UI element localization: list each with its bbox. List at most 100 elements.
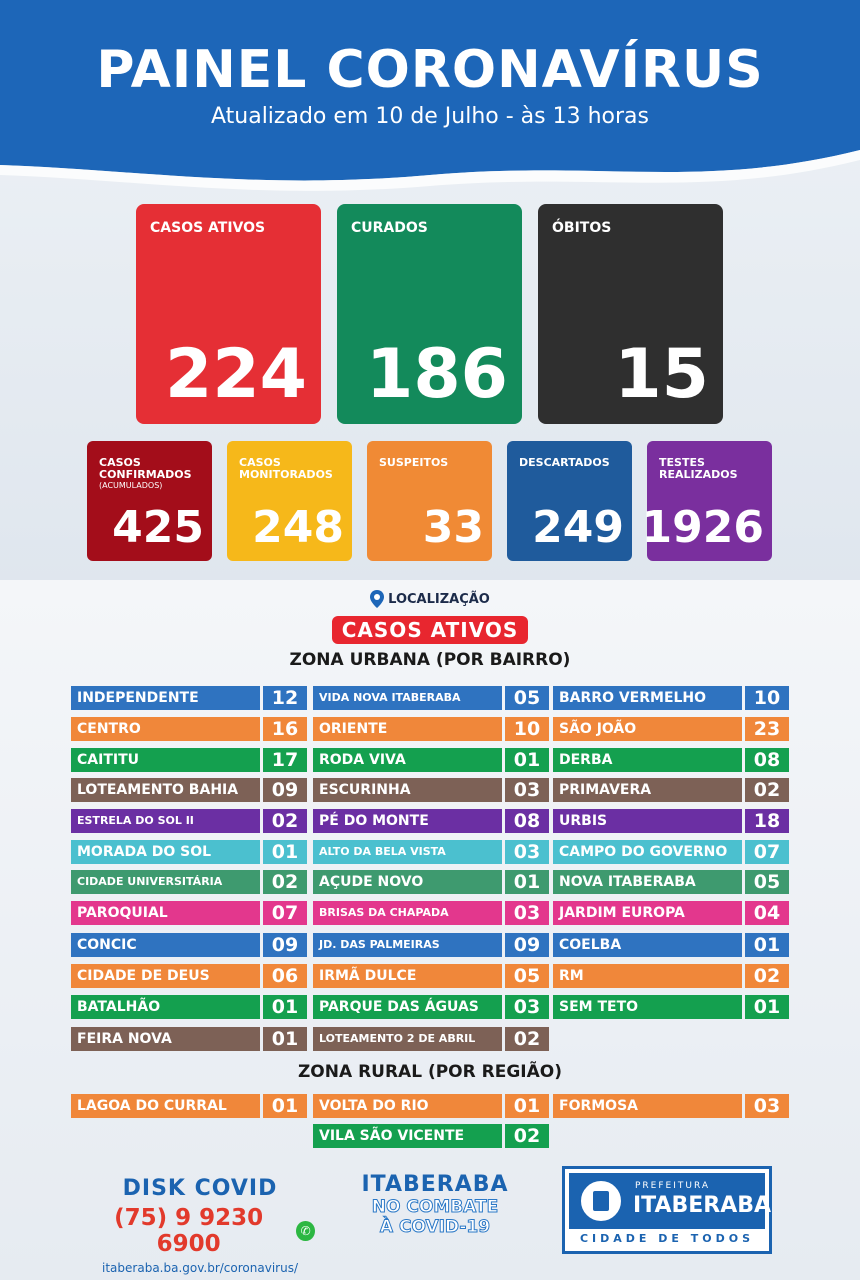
- neighborhood-name: VILA SÃO VICENTE: [313, 1124, 502, 1148]
- logo-prefix: PREFEITURA: [635, 1181, 711, 1191]
- list-item: AÇUDE NOVO 01: [313, 870, 549, 894]
- list-item: BARRO VERMELHO 10: [553, 686, 789, 710]
- disk-covid: DISK COVID (75) 9 9230 6900 ✆ itaberaba.…: [85, 1176, 315, 1275]
- case-count: 16: [263, 717, 307, 741]
- page-title: PAINEL CORONAVÍRUS: [96, 40, 764, 100]
- stat-label: CASOS CONFIRMADOS (ACUMULADOS): [99, 457, 209, 491]
- neighborhood-name: URBIS: [553, 809, 742, 833]
- list-item: FORMOSA 03: [553, 1094, 789, 1118]
- logo-slogan: CIDADE DE TODOS: [579, 1232, 755, 1245]
- list-item: ORIENTE 10: [313, 717, 549, 741]
- case-count: 02: [745, 964, 789, 988]
- stat-value: 224: [165, 335, 307, 414]
- neighborhood-name: CONCIC: [71, 933, 260, 957]
- logo-banner: PREFEITURA ITABERABA: [569, 1173, 771, 1229]
- stat-value: 186: [366, 335, 508, 414]
- stat-card-curados: CURADOS 186: [337, 204, 522, 424]
- list-item: CAMPO DO GOVERNO 07: [553, 840, 789, 864]
- case-count: 01: [505, 870, 549, 894]
- list-item: SEM TETO 01: [553, 995, 789, 1019]
- neighborhood-name: JARDIM EUROPA: [553, 901, 742, 925]
- neighborhood-name: PRIMAVERA: [553, 778, 742, 802]
- case-count: 08: [505, 809, 549, 833]
- list-item: CENTRO 16: [71, 717, 307, 741]
- neighborhood-name: JD. DAS PALMEIRAS: [313, 933, 502, 957]
- rural-zone-title: ZONA RURAL (POR REGIÃO): [297, 1062, 563, 1082]
- disk-covid-phone-line: (75) 9 9230 6900 ✆: [85, 1205, 315, 1257]
- case-count: 02: [263, 809, 307, 833]
- active-cases-tag: CASOS ATIVOS: [331, 616, 529, 644]
- neighborhood-name: VIDA NOVA ITABERABA: [313, 686, 502, 710]
- case-count: 09: [263, 778, 307, 802]
- location-label: LOCALIZAÇÃO: [388, 591, 490, 607]
- list-item: PÉ DO MONTE 08: [313, 809, 549, 833]
- neighborhood-name: IRMÃ DULCE: [313, 964, 502, 988]
- list-item: LOTEAMENTO 2 DE ABRIL 02: [313, 1027, 549, 1051]
- neighborhood-name: DERBA: [553, 748, 742, 772]
- list-item: FEIRA NOVA 01: [71, 1027, 307, 1051]
- case-count: 02: [505, 1124, 549, 1148]
- neighborhood-name: CENTRO: [71, 717, 260, 741]
- case-count: 03: [505, 901, 549, 925]
- list-item: CIDADE UNIVERSITÁRIA 02: [71, 870, 307, 894]
- logo-city: ITABERABA: [633, 1193, 772, 1218]
- list-item: CONCIC 09: [71, 933, 307, 957]
- case-count: 07: [263, 901, 307, 925]
- neighborhood-name: RM: [553, 964, 742, 988]
- case-count: 03: [505, 840, 549, 864]
- list-item: VOLTA DO RIO 01: [313, 1094, 549, 1118]
- stat-value: 15: [614, 335, 709, 414]
- neighborhood-name: ALTO DA BELA VISTA: [313, 840, 502, 864]
- case-count: 01: [745, 933, 789, 957]
- map-pin-icon: [370, 590, 385, 608]
- stat-value: 1926: [641, 502, 764, 553]
- case-count: 02: [263, 870, 307, 894]
- stat-label: CASOS ATIVOS: [150, 220, 266, 236]
- neighborhood-name: FORMOSA: [553, 1094, 742, 1118]
- stat-label: ÓBITOS: [552, 220, 612, 236]
- list-item: JD. DAS PALMEIRAS 09: [313, 933, 549, 957]
- neighborhood-name: COELBA: [553, 933, 742, 957]
- case-count: 09: [263, 933, 307, 957]
- disk-covid-phone: (75) 9 9230 6900: [114, 1205, 264, 1257]
- stat-label: CURADOS: [351, 220, 428, 236]
- campaign-line-2: NO COMBATE: [371, 1197, 499, 1218]
- case-count: 03: [505, 778, 549, 802]
- case-count: 10: [505, 717, 549, 741]
- neighborhood-name: PAROQUIAL: [71, 901, 260, 925]
- stat-sublabel: (ACUMULADOS): [99, 481, 163, 490]
- footer: DISK COVID (75) 9 9230 6900 ✆ itaberaba.…: [0, 1160, 860, 1280]
- stat-value: 249: [532, 502, 624, 553]
- list-item: LAGOA DO CURRAL 01: [71, 1094, 307, 1118]
- neighborhood-name: LOTEAMENTO BAHIA: [71, 778, 260, 802]
- campaign-line-1: ITABERABA: [361, 1172, 509, 1197]
- list-item: CIDADE DE DEUS 06: [71, 964, 307, 988]
- neighborhood-name: SEM TETO: [553, 995, 742, 1019]
- case-count: 01: [263, 840, 307, 864]
- list-item: DERBA 08: [553, 748, 789, 772]
- campaign-logo: ITABERABA NO COMBATE À COVID-19: [340, 1172, 530, 1238]
- stat-card-casos-ativos: CASOS ATIVOS 224: [136, 204, 321, 424]
- header-wave: [0, 0, 860, 191]
- list-item: CAITITU 17: [71, 748, 307, 772]
- case-count: 08: [745, 748, 789, 772]
- case-count: 01: [505, 748, 549, 772]
- list-item: JARDIM EUROPA 04: [553, 901, 789, 925]
- case-count: 04: [745, 901, 789, 925]
- list-item: RODA VIVA 01: [313, 748, 549, 772]
- website-url[interactable]: itaberaba.ba.gov.br/coronavirus/: [102, 1261, 298, 1275]
- case-count: 03: [505, 995, 549, 1019]
- neighborhood-name: FEIRA NOVA: [71, 1027, 260, 1051]
- case-count: 02: [745, 778, 789, 802]
- case-count: 09: [505, 933, 549, 957]
- list-item: PARQUE DAS ÁGUAS 03: [313, 995, 549, 1019]
- neighborhood-name: CAITITU: [71, 748, 260, 772]
- case-count: 01: [263, 995, 307, 1019]
- list-item: URBIS 18: [553, 809, 789, 833]
- whatsapp-icon: ✆: [296, 1221, 315, 1241]
- list-item: NOVA ITABERABA 05: [553, 870, 789, 894]
- neighborhood-name: BRISAS DA CHAPADA: [313, 901, 502, 925]
- stat-label: DESCARTADOS: [519, 456, 610, 469]
- neighborhood-name: AÇUDE NOVO: [313, 870, 502, 894]
- list-item: LOTEAMENTO BAHIA 09: [71, 778, 307, 802]
